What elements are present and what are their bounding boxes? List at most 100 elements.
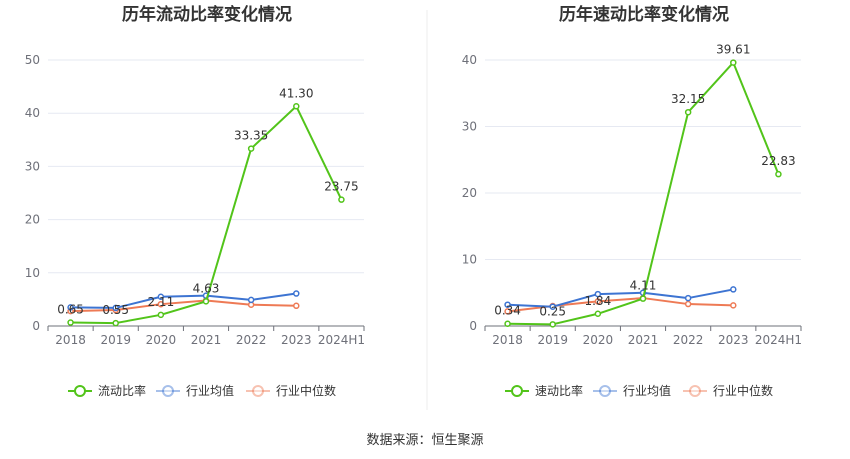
y-tick-label: 40 xyxy=(25,106,40,120)
data-point xyxy=(247,145,255,152)
legend-swatch-marker xyxy=(252,385,264,397)
x-tick-label: 2022 xyxy=(236,333,267,347)
data-point xyxy=(730,59,737,66)
data-point xyxy=(67,304,74,311)
data-point xyxy=(293,290,300,297)
data-point xyxy=(157,300,165,308)
data-point xyxy=(67,319,74,326)
x-tick-label: 2019 xyxy=(537,333,568,347)
series-line-industry-average xyxy=(507,288,734,308)
axes: 0 10 20 30 40 2018 2019 2020 2021 2022 2023 2024H1 xyxy=(462,53,802,347)
data-labels: 0.34 0.25 1.84 4.11 32.15 39.61 22.83 xyxy=(494,43,795,319)
data-point xyxy=(293,302,300,310)
data-point xyxy=(338,196,345,203)
data-point xyxy=(684,294,692,302)
data-point xyxy=(293,103,300,110)
legend-item: 行业均值 xyxy=(156,383,234,398)
data-point xyxy=(684,108,692,116)
legend-item: 速动比率 xyxy=(505,383,583,398)
series-lines xyxy=(504,59,782,328)
data-point xyxy=(594,290,602,298)
y-tick-label: 50 xyxy=(25,53,40,67)
data-point xyxy=(504,308,511,315)
legend-item: 行业中位数 xyxy=(246,383,336,398)
x-tick-label: 2020 xyxy=(583,333,614,347)
legend-label: 行业均值 xyxy=(186,383,234,398)
chart-title: 历年速动比率变化情况 xyxy=(559,4,729,25)
legend-swatch-marker xyxy=(74,385,86,397)
data-point xyxy=(639,295,647,302)
x-tick-label: 2024H1 xyxy=(318,333,365,347)
x-tick-label: 2023 xyxy=(718,333,749,347)
data-label: 22.83 xyxy=(761,154,795,168)
x-tick-label: 2019 xyxy=(100,333,131,347)
y-tick-label: 30 xyxy=(462,120,477,134)
legend-swatch-marker xyxy=(689,385,701,397)
data-label: 23.75 xyxy=(324,180,358,194)
data-point xyxy=(157,311,165,319)
gridlines xyxy=(485,59,801,260)
legend-label: 行业中位数 xyxy=(276,383,336,398)
data-label: 4.11 xyxy=(630,279,657,293)
y-tick-label: 20 xyxy=(25,213,40,227)
x-tick-label: 2021 xyxy=(628,333,659,347)
legend-swatch-marker xyxy=(162,385,174,397)
data-point xyxy=(730,286,737,293)
data-point xyxy=(549,303,556,310)
data-point xyxy=(202,298,210,305)
series-lines xyxy=(67,103,345,327)
series-line-industry-median xyxy=(70,299,297,313)
x-tick-label: 2018 xyxy=(492,333,523,347)
data-label: 0.25 xyxy=(539,304,566,318)
legend-label: 速动比率 xyxy=(535,383,583,398)
y-tick-label: 0 xyxy=(469,319,477,333)
data-point xyxy=(247,296,255,304)
y-tick-label: 10 xyxy=(25,266,40,280)
y-tick-label: 30 xyxy=(25,159,40,173)
data-label: 4.63 xyxy=(193,281,220,295)
legend: 速动比率 行业均值 行业中位数 xyxy=(505,383,773,398)
x-tick-label: 2023 xyxy=(281,333,312,347)
y-tick-label: 10 xyxy=(462,253,477,267)
data-point xyxy=(504,301,511,308)
data-label: 32.15 xyxy=(671,92,705,106)
y-tick-label: 0 xyxy=(32,319,40,333)
quick-ratio-chart: 历年速动比率变化情况 0 10 20 30 40 2018 2019 2020 2021 2022… xyxy=(462,4,802,398)
data-point xyxy=(775,170,782,178)
data-point xyxy=(684,300,692,308)
legend-swatch-marker xyxy=(599,385,611,397)
legend-item: 行业中位数 xyxy=(683,383,773,398)
legend-swatch-marker xyxy=(511,385,523,397)
data-label: 0.55 xyxy=(102,303,129,317)
data-label: 2.11 xyxy=(147,295,174,309)
data-label: 0.65 xyxy=(57,303,84,317)
legend-label: 行业均值 xyxy=(623,383,671,398)
x-tick-label: 2021 xyxy=(191,333,222,347)
y-tick-label: 20 xyxy=(462,186,477,200)
data-point xyxy=(730,302,737,309)
axes: 0 10 20 30 40 50 2018 2019 2020 2021 2022 2023 2024H… xyxy=(25,53,365,347)
data-label: 33.35 xyxy=(234,129,268,143)
data-point xyxy=(112,319,119,327)
x-tick-label: 2024H1 xyxy=(755,333,802,347)
data-point xyxy=(504,320,511,327)
x-tick-label: 2020 xyxy=(146,333,177,347)
legend-label: 流动比率 xyxy=(98,383,146,398)
series-line-industry-average xyxy=(70,292,297,309)
legend: 流动比率 行业均值 行业中位数 xyxy=(68,383,336,398)
data-label: 1.84 xyxy=(584,294,611,308)
data-point xyxy=(594,298,602,305)
data-label: 41.30 xyxy=(279,86,313,100)
current-ratio-chart: 历年流动比率变化情况 0 10 20 30 40 50 2018 2019 2020 2021 20… xyxy=(25,4,365,398)
gridlines xyxy=(48,59,364,274)
data-point xyxy=(549,321,556,328)
legend-item: 行业均值 xyxy=(593,383,671,398)
y-tick-label: 40 xyxy=(462,53,477,67)
x-tick-label: 2018 xyxy=(55,333,86,347)
data-source-footer: 数据来源：恒生聚源 xyxy=(366,433,483,448)
legend-item: 流动比率 xyxy=(68,383,146,398)
chart-title: 历年流动比率变化情况 xyxy=(122,4,292,25)
data-point xyxy=(594,310,602,318)
data-point xyxy=(157,293,165,300)
